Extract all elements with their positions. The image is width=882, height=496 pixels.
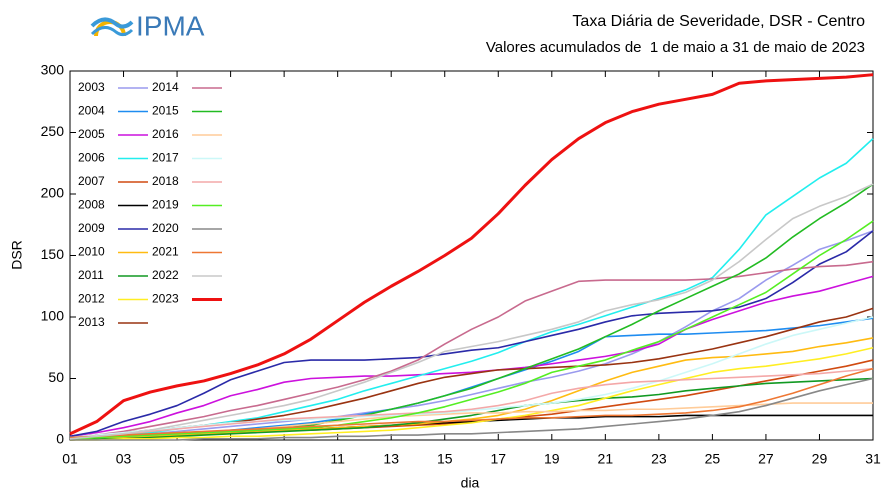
series-line — [69, 230, 874, 441]
x-tick-label: 11 — [330, 451, 345, 467]
series-line — [69, 183, 874, 440]
series-line — [69, 260, 874, 439]
y-tick-label: 300 — [41, 62, 65, 78]
x-tick-label: 25 — [705, 451, 721, 467]
x-tick-label: 27 — [758, 451, 774, 467]
logo-icon — [90, 17, 134, 37]
legend-label: 2009 — [78, 221, 105, 235]
legend-label: 2014 — [152, 80, 179, 94]
series-line — [69, 337, 874, 441]
legend-label: 2006 — [78, 151, 105, 165]
legend-label: 2015 — [152, 104, 179, 118]
x-tick-label: 29 — [812, 451, 828, 467]
series-line — [70, 346, 874, 441]
x-tick-label: 17 — [490, 451, 506, 467]
legend-label: 2005 — [78, 127, 105, 141]
x-tick-label: 15 — [437, 451, 453, 467]
series-line — [69, 230, 874, 438]
legend-label: 2017 — [152, 151, 179, 165]
x-tick-label: 05 — [169, 451, 185, 467]
y-tick-label: 0 — [56, 431, 64, 447]
legend-label: 2019 — [152, 198, 179, 212]
series-line — [69, 183, 874, 440]
y-tick-label: 250 — [41, 123, 65, 139]
series-line — [69, 275, 874, 438]
y-tick-label: 150 — [41, 246, 65, 262]
x-tick-label: 13 — [383, 451, 399, 467]
legend-label: 2013 — [78, 315, 105, 329]
legend-label: 2008 — [78, 198, 105, 212]
series-line — [69, 367, 874, 440]
chart-title: Taxa Diária de Severidade, DSR - Centro — [572, 13, 865, 30]
series-line — [69, 73, 874, 436]
legend-label: 2018 — [152, 174, 179, 188]
legend-label: 2021 — [152, 245, 179, 259]
legend-label: 2020 — [152, 221, 179, 235]
legend-label: 2016 — [152, 127, 179, 141]
y-tick-label: 50 — [48, 369, 64, 385]
series-line — [70, 377, 874, 441]
y-tick-label: 100 — [41, 308, 65, 324]
x-tick-label: 01 — [62, 451, 78, 467]
x-tick-label: 31 — [865, 451, 881, 467]
legend-label: 2011 — [78, 268, 104, 282]
x-axis-label: dia — [461, 475, 480, 491]
chart-subtitle: Valores acumulados de 1 de maio a 31 de … — [486, 39, 865, 56]
series-line — [69, 220, 874, 440]
x-tick-label: 07 — [223, 451, 239, 467]
legend-label: 2004 — [78, 104, 105, 118]
x-tick-label: 09 — [276, 451, 292, 467]
legend-label: 2007 — [78, 174, 105, 188]
y-axis-label: DSR — [9, 240, 25, 270]
legend-label: 2003 — [78, 80, 105, 94]
series-line — [69, 377, 874, 441]
legend-label: 2010 — [78, 245, 105, 259]
x-tick-label: 19 — [544, 451, 560, 467]
series-line — [69, 316, 874, 439]
legend-label: 2023 — [152, 292, 179, 306]
logo: IPMA — [136, 10, 205, 41]
x-tick-label: 23 — [651, 451, 667, 467]
series-line — [69, 307, 874, 439]
legend-label: 2022 — [152, 268, 179, 282]
legend-label: 2012 — [78, 292, 105, 306]
x-tick-label: 21 — [598, 451, 614, 467]
series-line — [69, 367, 874, 439]
y-tick-label: 200 — [41, 185, 65, 201]
x-tick-label: 03 — [116, 451, 132, 467]
